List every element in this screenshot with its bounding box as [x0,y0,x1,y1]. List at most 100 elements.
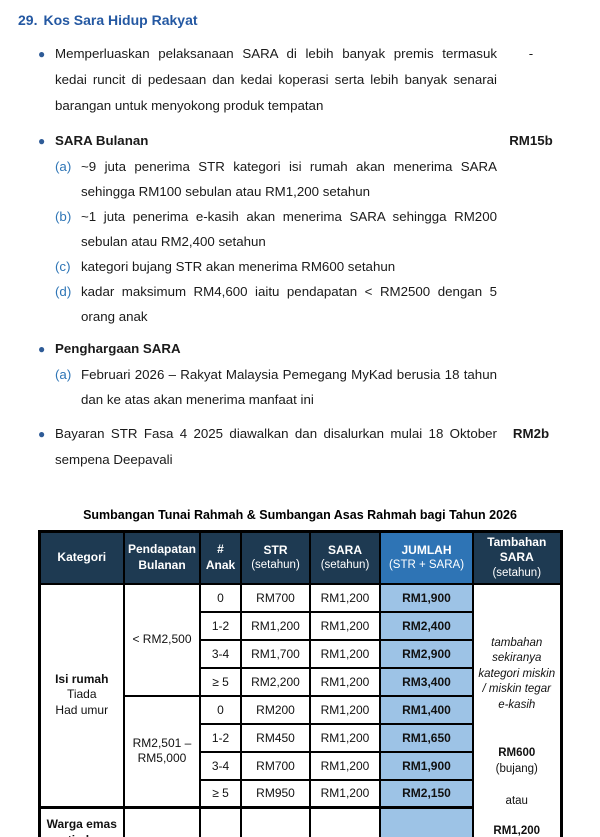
cell-anak: 0 [199,582,242,613]
bullet-body: SARA Bulanan (a) ~9 juta penerima STR ka… [55,128,497,329]
header-str-main: STR [263,542,288,557]
bullet-item-4: ● Bayaran STR Fasa 4 2025 diawalkan dan … [38,421,565,473]
kategori-title: Warga emas tiada pasangan [46,817,117,837]
tambahan-amount-1: RM600 [498,747,536,760]
rahmah-table: Kategori Pendapatan Bulanan # Anak STR (… [37,530,563,837]
header-tambahan-main: Tambahan SARA [487,535,547,565]
tambahan-label-1: (bujang) [495,762,538,775]
sub-item-c: (c) kategori bujang STR akan menerima RM… [55,254,497,279]
amount-annotation: RM2b [512,426,550,441]
table-title: Sumbangan Tunai Rahmah & Sumbangan Asas … [83,508,517,522]
table-row: RM2,501 – RM5,000 0 RM200 RM1,200 RM1,40… [39,694,561,809]
sub-text: kadar maksimum RM4,600 iaitu pendapatan … [81,284,497,324]
sub-marker: (a) [55,367,72,382]
cell-str: RM200 [240,694,311,725]
bullet-text: Memperluaskan pelaksanaan SARA di lebih … [55,46,497,113]
sub-item-a: (a) ~9 juta penerima STR kategori isi ru… [55,154,497,204]
cell-sara: RM1,200 [309,694,381,725]
bullet-title: Penghargaan SARA [55,341,181,356]
section-number: 29. [18,12,38,28]
cell-tambahan-sara: tambahan sekiranya kategori miskin / mis… [472,582,562,837]
cell-sara: RM1,200 [309,778,381,809]
cell-str: RM1,200 [240,610,311,641]
header-tambahan-sub: (setahun) [492,566,542,579]
cell-anak: 1-2 [199,610,242,641]
cell-income-3: < RM5,000 [123,806,201,837]
cell-str: RM950 [240,778,311,809]
sub-item-d: (d) kadar maksimum RM4,600 iaitu pendapa… [55,279,497,329]
cell-kategori-isi-rumah: Isi rumah Tiada Had umur [38,582,125,809]
bullet-item-3: ● Penghargaan SARA (a) Februari 2026 – R… [38,336,565,412]
header-jumlah-sub: (STR + SARA) [388,559,465,572]
header-str: STR (setahun) [240,530,311,585]
bullet-body: Memperluaskan pelaksanaan SARA di lebih … [55,41,497,119]
sub-text: Februari 2026 – Rakyat Malaysia Pemegang… [81,367,497,407]
cell-jumlah: RM1,400 [379,694,474,725]
header-kategori: Kategori [38,530,125,585]
header-tambahan: Tambahan SARA (setahun) [472,530,562,585]
header-str-sub: (setahun) [251,559,300,572]
sub-marker: (a) [55,159,72,174]
bullet-icon: ● [38,134,46,148]
cell-jumlah: RM1,900 [379,750,474,781]
bullet-title: SARA Bulanan [55,133,149,148]
bullet-item-1: ● Memperluaskan pelaksanaan SARA di lebi… [38,41,565,119]
cell-jumlah: RM1,200 [379,806,474,837]
sub-text: kategori bujang STR akan menerima RM600 … [81,259,396,274]
header-pendapatan: Pendapatan Bulanan [123,530,201,585]
cell-jumlah: RM1,900 [379,582,474,613]
kategori-sub: Tiada [66,687,97,702]
cell-sara: RM1,200 [309,638,381,669]
sub-text: ~9 juta penerima STR kategori isi rumah … [81,159,497,199]
kategori-sub: Had umur [55,703,109,718]
bullet-body: Bayaran STR Fasa 4 2025 diawalkan dan di… [55,421,497,473]
sub-marker: (c) [55,259,71,274]
bullet-text: Bayaran STR Fasa 4 2025 diawalkan dan di… [55,426,497,467]
table-row: 1-2 RM450 RM1,200 RM1,650 [39,722,561,753]
table-row: ≥ 5 RM950 RM1,200 RM2,150 [39,778,561,809]
bullet-icon: ● [38,427,46,441]
cell-str: RM2,200 [240,666,311,697]
sub-marker: (d) [55,284,72,299]
cell-sara: RM1,200 [309,666,381,697]
bullet-item-2: ● SARA Bulanan (a) ~9 juta penerima STR … [38,128,565,329]
tambahan-conjunction: atau [505,794,528,807]
cell-jumlah: RM3,400 [379,666,474,697]
sub-text: ~1 juta penerima e-kasih akan menerima S… [81,209,497,249]
cell-anak: ≥ 5 [199,666,242,697]
table-row: 3-4 RM1,700 RM1,200 RM2,900 [39,638,561,669]
cell-income-2: RM2,501 – RM5,000 [123,694,201,809]
cell-str: RM1,700 [240,638,311,669]
cell-kategori-warga-emas: Warga emas tiada pasangan ≥ 60 tahun [38,806,125,837]
cell-sara: RM1,200 [309,722,381,753]
header-anak-line2: Anak [205,557,236,572]
cell-sara: RM1,200 [309,610,381,641]
cell-anak: ≥ 5 [199,778,242,809]
cell-anak: 3-4 [199,750,242,781]
section-title: Kos Sara Hidup Rakyat [43,12,198,28]
sub-item-a: (a) Februari 2026 – Rakyat Malaysia Peme… [55,362,497,412]
cell-anak: 1-2 [199,722,242,753]
table-row: Isi rumah Tiada Had umur < RM2,500 0 RM7… [38,582,562,837]
cell-str: RM700 [240,750,311,781]
cell-str: RM600 [240,806,311,837]
bullet-body: Penghargaan SARA (a) Februari 2026 – Rak… [55,336,497,412]
header-sara-main: SARA [327,542,362,557]
header-anak-line1: # [217,542,224,557]
cell-str: RM450 [240,722,311,753]
table-header-row: Kategori Pendapatan Bulanan # Anak STR (… [38,530,562,585]
header-sara-sub: (setahun) [320,559,370,572]
cell-anak: 3-4 [199,638,242,669]
cell-jumlah: RM2,150 [379,778,474,809]
bullet-icon: ● [38,47,46,61]
cell-str: RM700 [240,582,311,613]
kategori-title: Isi rumah [55,671,109,686]
header-jumlah-main: JUMLAH [401,542,452,557]
tambahan-note: tambahan sekiranya kategori miskin / mis… [478,636,556,711]
table-row: ≥ 5 RM2,200 RM1,200 RM3,400 [39,666,561,697]
amount-annotation: RM15b [509,133,553,148]
cell-jumlah: RM1,650 [379,722,474,753]
cell-anak: 0 [199,694,242,725]
header-sara: SARA (setahun) [309,530,381,585]
